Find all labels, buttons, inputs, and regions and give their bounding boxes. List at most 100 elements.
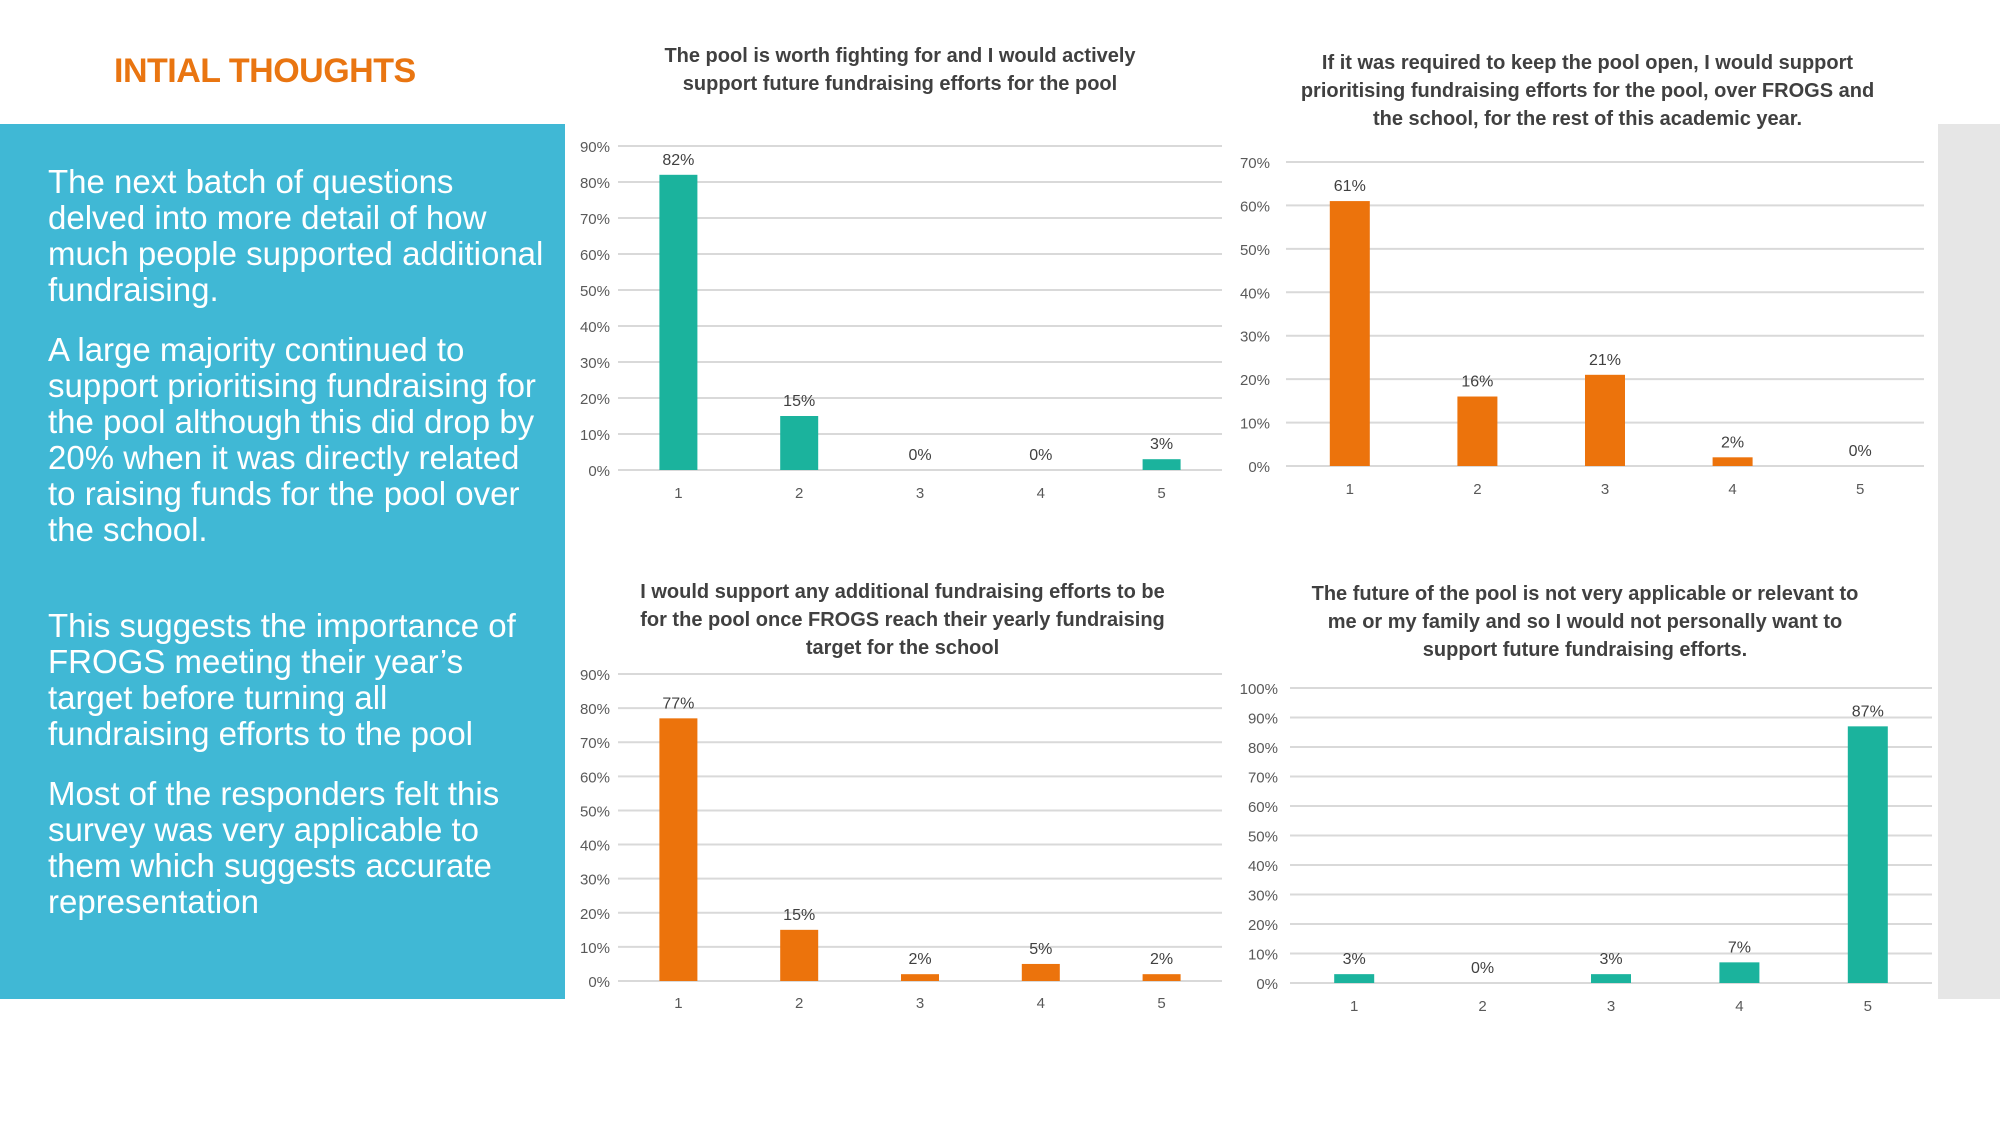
- chart-4-ytick-label: 10%: [1248, 947, 1278, 964]
- summary-paragraph-4: Most of the responders felt this survey …: [48, 775, 500, 920]
- chart-1-data-label: 82%: [662, 152, 694, 169]
- chart-1-bar: [780, 416, 819, 470]
- chart-3-category-label: 1: [674, 995, 682, 1012]
- chart-4-ytick-label: 20%: [1248, 917, 1278, 934]
- chart-1-ytick-label: 0%: [588, 463, 610, 480]
- chart-3-category-label: 3: [916, 995, 924, 1012]
- chart-1-data-label: 0%: [908, 447, 931, 464]
- chart-1-category-label: 4: [1037, 485, 1045, 502]
- chart-1-category-label: 3: [916, 485, 924, 502]
- chart-1-ytick-label: 50%: [580, 283, 610, 300]
- chart-4-ytick-label: 100%: [1240, 681, 1278, 698]
- chart-1-category-label: 2: [795, 485, 803, 502]
- chart-3-ytick-label: 80%: [580, 701, 610, 718]
- chart-4-bar: [1591, 974, 1631, 983]
- chart-3-bar: [780, 929, 819, 981]
- chart-4-data-label: 7%: [1728, 939, 1751, 956]
- chart-4-category-label: 4: [1735, 998, 1743, 1015]
- chart-3-data-label: 2%: [1150, 951, 1173, 968]
- summary-paragraph-3: This suggests the importance of FROGS me…: [48, 607, 516, 752]
- chart-3-category-label: 5: [1157, 995, 1165, 1012]
- chart-1-ytick-label: 70%: [580, 211, 610, 228]
- chart-4-category-label: 5: [1864, 998, 1872, 1015]
- chart-1-ytick-label: 20%: [580, 391, 610, 408]
- chart-3-bar: [659, 718, 698, 981]
- chart-4-ytick-label: 60%: [1248, 799, 1278, 816]
- chart-4-ytick-label: 0%: [1256, 976, 1278, 993]
- chart-4-data-label: 3%: [1343, 951, 1366, 968]
- chart-1-data-label: 3%: [1150, 436, 1173, 453]
- chart-2-category-label: 2: [1473, 481, 1481, 498]
- chart-2-ytick-label: 40%: [1240, 285, 1270, 302]
- chart-3-data-label: 77%: [662, 695, 694, 712]
- chart-3-category-label: 2: [795, 995, 803, 1012]
- chart-4-category-label: 3: [1607, 998, 1615, 1015]
- chart-1-data-label: 0%: [1029, 447, 1052, 464]
- chart-3-ytick-label: 40%: [580, 838, 610, 855]
- chart-4-ytick-label: 70%: [1248, 770, 1278, 787]
- chart-2-data-label: 2%: [1721, 434, 1744, 451]
- side-decoration-strip: [1938, 124, 2000, 999]
- chart-3-ytick-label: 60%: [580, 769, 610, 786]
- chart-1-ytick-label: 40%: [580, 319, 610, 336]
- chart-3-category-label: 4: [1037, 995, 1045, 1012]
- chart-4-data-label: 0%: [1471, 960, 1494, 977]
- summary-paragraph-1: The next batch of questions delved into …: [48, 163, 544, 308]
- chart-2-bar: [1457, 396, 1498, 466]
- chart-1-category-label: 5: [1157, 485, 1165, 502]
- chart-2-ytick-label: 10%: [1240, 416, 1270, 433]
- chart-2-category-label: 1: [1346, 481, 1354, 498]
- chart-3-ytick-label: 20%: [580, 906, 610, 923]
- chart-2-data-label: 0%: [1849, 443, 1872, 460]
- chart-3-bar: [1142, 974, 1181, 981]
- chart-4-category-label: 1: [1350, 998, 1358, 1015]
- chart-4-ytick-label: 90%: [1248, 711, 1278, 728]
- chart-2-data-label: 61%: [1334, 178, 1366, 195]
- chart-1-data-label: 15%: [783, 393, 815, 410]
- chart-3-ytick-label: 50%: [580, 803, 610, 820]
- chart-4-ytick-label: 50%: [1248, 829, 1278, 846]
- chart-4-category-label: 2: [1478, 998, 1486, 1015]
- chart-4-ytick-label: 30%: [1248, 888, 1278, 905]
- chart-4-title: The future of the pool is not very appli…: [1311, 583, 1859, 661]
- chart-1-title: The pool is worth fighting for and I wou…: [664, 45, 1136, 95]
- chart-1-bar: [1142, 459, 1181, 470]
- chart-2-bar: [1712, 457, 1753, 466]
- chart-1-ytick-label: 80%: [580, 175, 610, 192]
- chart-2-bar: [1585, 374, 1625, 466]
- chart-4-bar: [1719, 962, 1760, 983]
- chart-3-ytick-label: 70%: [580, 735, 610, 752]
- summary-paragraph-2: A large majority continued to support pr…: [48, 331, 536, 548]
- chart-2-ytick-label: 30%: [1240, 329, 1270, 346]
- chart-1-ytick-label: 10%: [580, 427, 610, 444]
- chart-2-category-label: 3: [1601, 481, 1609, 498]
- slide-heading: INTIAL THOUGHTS: [114, 52, 416, 90]
- chart-4-ytick-label: 80%: [1248, 740, 1278, 757]
- chart-3-bar: [901, 974, 939, 981]
- chart-1-ytick-label: 60%: [580, 247, 610, 264]
- chart-2-category-label: 5: [1856, 481, 1864, 498]
- chart-3-bar: [1021, 963, 1060, 981]
- chart-2-ytick-label: 60%: [1240, 198, 1270, 215]
- chart-3-ytick-label: 10%: [580, 940, 610, 957]
- chart-3-data-label: 2%: [908, 951, 931, 968]
- chart-1-bar: [659, 174, 698, 471]
- chart-1-ytick-label: 30%: [580, 355, 610, 372]
- chart-3-ytick-label: 90%: [580, 667, 610, 684]
- summary-panel: The next batch of questions delved into …: [0, 124, 565, 999]
- chart-2-data-label: 21%: [1589, 352, 1621, 369]
- chart-3-ytick-label: 30%: [580, 872, 610, 889]
- chart-2-category-label: 4: [1728, 481, 1736, 498]
- chart-2-ytick-label: 20%: [1240, 372, 1270, 389]
- chart-4-data-label: 87%: [1852, 703, 1884, 720]
- chart-4-ytick-label: 40%: [1248, 858, 1278, 875]
- chart-3-title: I would support any additional fundraisi…: [640, 581, 1165, 659]
- chart-1-ytick-label: 90%: [580, 139, 610, 156]
- chart-4-bar: [1334, 974, 1375, 983]
- chart-2-data-label: 16%: [1461, 374, 1493, 391]
- chart-3-data-label: 15%: [783, 907, 815, 924]
